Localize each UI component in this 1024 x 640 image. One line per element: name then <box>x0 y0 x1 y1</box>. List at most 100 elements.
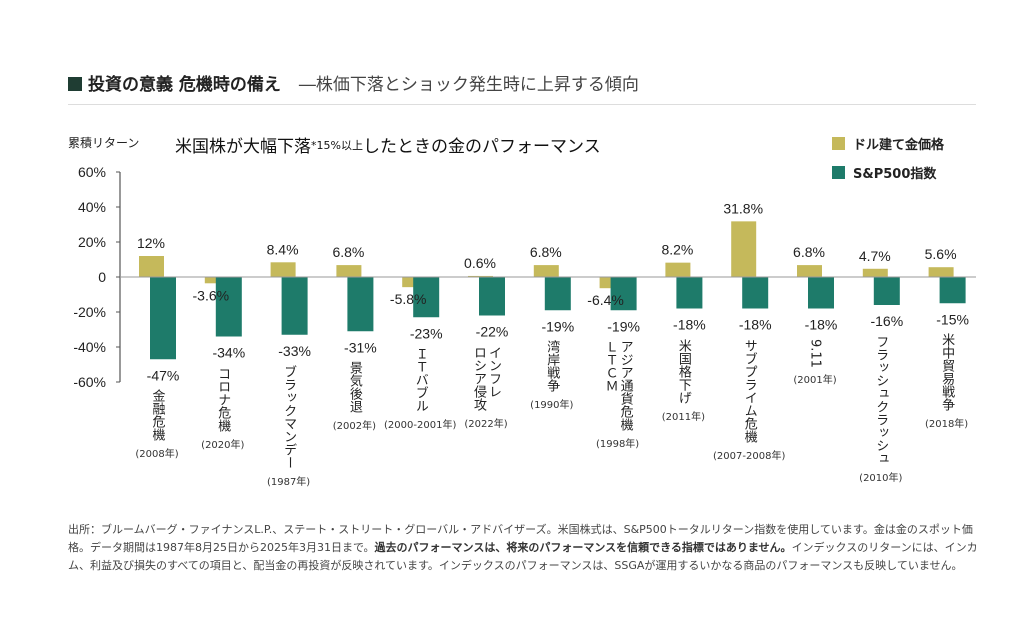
category-label: 9.11 (2001年) <box>793 339 836 387</box>
legend-item-sp500: S&P500指数 <box>832 163 944 182</box>
chart-title: 米国株が大幅下落*15%以上したときの金のパフォーマンス <box>175 132 601 157</box>
category-year: (1990年) <box>530 400 574 412</box>
legend-label-gold: ドル建て金価格 <box>853 138 945 153</box>
sp500-value-label: -19% <box>541 318 574 334</box>
footnote-index-note: インデックスのリターンには、インカム、利益及び損失のすべての項目と、配当金の再投… <box>68 541 978 572</box>
category-label: 湾岸戦争 (1990年) <box>530 340 573 411</box>
divider <box>68 104 976 105</box>
legend: ドル建て金価格 S&P500指数 <box>832 134 944 192</box>
sp500-value-label: -18% <box>739 317 772 333</box>
chart-title-note: *15%以上 <box>311 139 363 152</box>
category-year: (2018年) <box>924 419 969 431</box>
category-name: コロナ危機 <box>215 366 231 432</box>
legend-item-gold: ドル建て金価格 <box>832 134 944 153</box>
gold-value-label: 4.7% <box>859 248 891 264</box>
gold-bar <box>270 262 296 277</box>
gold-bar <box>139 256 164 277</box>
y-tick-label: 20% <box>78 234 106 250</box>
category-name: フラッシュクラッシュ <box>873 335 889 465</box>
section-subtitle: ―株価下落とショック発生時に上昇する傾向 <box>298 75 639 95</box>
sp500-bar <box>215 277 242 337</box>
sp500-value-label: -34% <box>212 345 245 361</box>
category-name: サブプライム危機 <box>741 338 757 443</box>
y-tick-label: 60% <box>78 164 106 180</box>
sp500-bar <box>544 277 571 311</box>
gold-bar <box>533 265 559 277</box>
gold-value-label: 12% <box>137 235 165 251</box>
y-tick-label: -20% <box>73 304 106 320</box>
gold-bar <box>928 267 954 277</box>
section-header: 投資の意義 危機時の備え ―株価下落とショック発生時に上昇する傾向 <box>68 70 639 95</box>
category-year: (2001年) <box>793 375 837 387</box>
sp500-bar <box>939 277 966 304</box>
category-label: 景気後退 (2002年) <box>333 361 376 432</box>
sp500-bar <box>873 277 900 305</box>
sp500-value-label: -23% <box>410 325 443 341</box>
footnote-source: 出所：ブルームバーグ・ファイナンスL.P.、ステート・ストリート・グローバル・ア… <box>68 523 973 554</box>
sp500-bar <box>281 277 308 335</box>
category-year: (2002年) <box>332 421 377 433</box>
category-label: フラッシュクラッシュ (2010年) <box>859 335 902 484</box>
legend-swatch-sp500 <box>832 166 845 179</box>
gold-bar <box>468 275 493 277</box>
category-label: コロナ危機 (2020年) <box>201 367 244 451</box>
gold-bar <box>797 265 822 277</box>
category-name: 湾岸戦争 <box>544 340 560 393</box>
y-tick-label: 0 <box>98 269 106 285</box>
gold-bar <box>731 221 757 277</box>
sp500-bar <box>742 277 769 309</box>
category-year: (2007-2008年) <box>713 450 786 462</box>
gold-value-label: 8.4% <box>267 241 299 257</box>
sp500-bar <box>808 277 834 309</box>
sp500-bar <box>610 277 637 311</box>
category-name: 9.11 <box>807 338 823 368</box>
footnote-disclaimer: 過去のパフォーマンスは、将来のパフォーマンスを信頼できる指標ではありません。 <box>374 541 792 554</box>
category-year: (1987年) <box>266 476 311 488</box>
y-axis-label: 累積リターン <box>68 136 140 150</box>
category-label: アジア通貨危機 ＬＴＣＭ (1998年) <box>596 340 639 450</box>
sp500-bar <box>150 277 176 360</box>
category-label: 金融危機 (2008年) <box>135 389 178 460</box>
gold-bar <box>336 265 362 277</box>
footnote: 出所：ブルームバーグ・ファイナンスL.P.、ステート・ストリート・グローバル・ア… <box>68 521 978 575</box>
sp500-value-label: -15% <box>936 311 969 327</box>
category-name: 金融危機 <box>149 389 165 442</box>
gold-bar <box>665 262 691 277</box>
category-year: (2008年) <box>135 449 179 461</box>
gold-value-label: 31.8% <box>723 200 763 216</box>
gold-value-label: 8.2% <box>661 242 693 258</box>
gold-bar <box>862 268 888 277</box>
category-label: インフレ ロシア侵攻 (2022年) <box>464 346 507 430</box>
category-name: ブラックマンデー <box>281 364 297 469</box>
category-name: 米国格下げ <box>675 338 691 404</box>
sp500-bar <box>413 277 440 318</box>
category-label: 米国格下げ (2011年) <box>662 339 705 423</box>
gold-value-label: 0.6% <box>464 255 496 271</box>
category-year: (1998年) <box>595 439 640 451</box>
y-tick-label: 40% <box>78 199 106 215</box>
category-name: インフレ ロシア侵攻 <box>470 345 501 411</box>
gold-value-label: -6.4% <box>587 292 624 308</box>
category-year: (2020年) <box>201 439 245 451</box>
sp500-value-label: -19% <box>607 318 640 334</box>
gold-value-label: -3.6% <box>193 287 230 303</box>
square-bullet-icon <box>68 77 82 91</box>
category-name: 景気後退 <box>346 361 362 414</box>
category-label: 米中貿易戦争 (2018年) <box>925 333 968 430</box>
chart-title-main: 米国株が大幅下落 <box>175 137 311 157</box>
sp500-bar <box>676 277 703 309</box>
category-year: (2000-2001年) <box>384 420 457 432</box>
gold-value-label: 6.8% <box>332 244 364 260</box>
category-year: (2022年) <box>464 418 508 430</box>
gold-value-label: -5.8% <box>390 291 427 307</box>
category-name: 米中貿易戦争 <box>939 333 955 412</box>
sp500-value-label: -22% <box>476 324 509 340</box>
sp500-value-label: -16% <box>870 313 903 329</box>
category-label: サブプライム危機 (2007-2008年) <box>713 339 785 462</box>
section-title: 投資の意義 危機時の備え <box>88 75 281 95</box>
category-year: (2011年) <box>661 411 706 423</box>
gold-value-label: 5.6% <box>925 246 957 262</box>
legend-swatch-gold <box>832 137 845 150</box>
category-label: ＩＴバブル (2000-2001年) <box>384 347 456 431</box>
